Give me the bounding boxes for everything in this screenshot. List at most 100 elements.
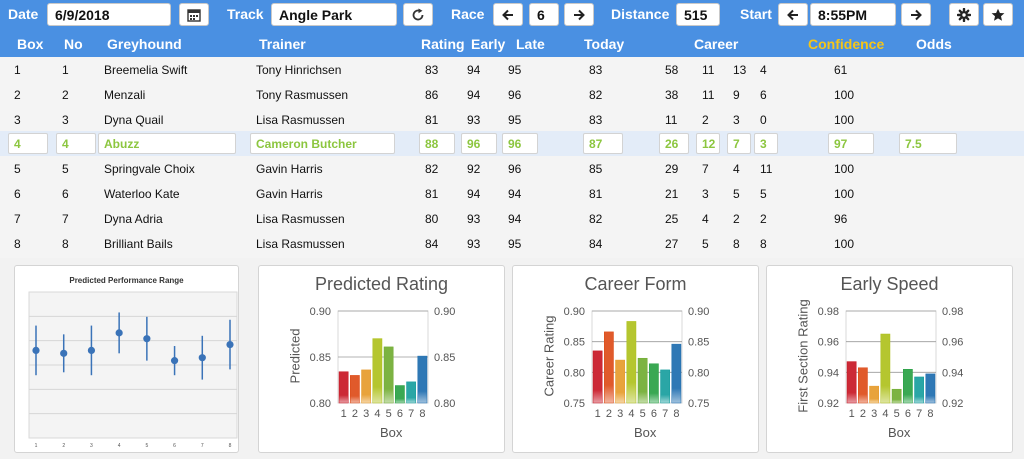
- start-label: Start: [740, 6, 772, 22]
- cell-early: 94: [467, 87, 481, 102]
- cell-no: 8: [62, 236, 69, 251]
- start-next-button[interactable]: [901, 3, 931, 26]
- bar: [880, 333, 891, 404]
- table-row[interactable]: 3 3 Dyna Quail Lisa Rasmussen 81 93 95 83 11 2 3 0 1…: [0, 107, 1024, 132]
- bar: [361, 369, 371, 404]
- cell-rating: 86: [425, 87, 439, 102]
- career-form-chart: 0.75 0.75 0.80 0.80 0.85 0.85 0.90 0.90 1 2 3 4 5 6 7 8: [564, 306, 710, 420]
- favorite-button[interactable]: [983, 3, 1013, 26]
- column-header-greyhound[interactable]: Greyhound: [107, 36, 182, 52]
- column-header-box[interactable]: Box: [17, 36, 44, 52]
- column-header-trainer[interactable]: Trainer: [259, 36, 306, 52]
- cell-career-starts: 29: [665, 162, 679, 177]
- x-tick-label: 3: [871, 408, 877, 420]
- cell-greyhound: Dyna Adria: [104, 211, 163, 226]
- table-row[interactable]: 7 7 Dyna Adria Lisa Rasmussen 80 93 94 82 25 4 2 2 9…: [0, 206, 1024, 231]
- cell-career-seconds[interactable]: 7: [727, 133, 751, 155]
- bar: [372, 338, 383, 404]
- column-header-today[interactable]: Today: [584, 36, 625, 52]
- track-input[interactable]: Angle Park: [271, 3, 397, 26]
- cell-trainer: Tony Hinrichsen: [256, 63, 342, 77]
- cell-confidence: 96: [834, 211, 848, 226]
- x-tick-label: 8: [927, 408, 933, 420]
- calendar-button[interactable]: [179, 3, 209, 26]
- early-speed-panel: Early Speed 0.92 0.92 0.94 0.94 0.96 0.96 0.98…: [766, 265, 1013, 453]
- table-row[interactable]: 5 5 Springvale Choix Gavin Harris 82 92 96 85 29…: [0, 156, 1024, 181]
- settings-button[interactable]: [949, 3, 979, 26]
- cell-career-wins: 5: [702, 236, 709, 251]
- x-tick-label: 3: [363, 408, 369, 420]
- y-tick-label-right: 0.96: [942, 337, 963, 349]
- cell-career-starts: 58: [665, 63, 679, 77]
- cell-box[interactable]: 4: [8, 133, 48, 155]
- table-row[interactable]: 1 1 Breemelia Swift Tony Hinrichsen 83 94 95 83…: [0, 57, 1024, 82]
- career-form-ylabel: Career Rating: [541, 315, 557, 397]
- table-row[interactable]: 8 8 Brilliant Bails Lisa Rasmussen 84 93 95 84 2…: [0, 231, 1024, 256]
- cell-no: 7: [62, 211, 69, 226]
- y-tick-label-right: 0.85: [434, 352, 455, 364]
- date-input[interactable]: 6/9/2018: [47, 3, 171, 26]
- performance-range-chart: 1 2 3 4 5 6 7 8: [28, 291, 238, 449]
- cell-career-thirds: 11: [760, 162, 773, 177]
- cell-today[interactable]: 87: [583, 133, 623, 155]
- refresh-button[interactable]: [403, 3, 433, 26]
- y-tick-label: 0.90: [564, 306, 585, 318]
- column-header-rating[interactable]: Rating: [421, 36, 465, 52]
- column-header-odds[interactable]: Odds: [916, 36, 952, 52]
- start-prev-button[interactable]: [778, 3, 808, 26]
- cell-rating: 84: [425, 236, 439, 251]
- cell-career-starts[interactable]: 26: [659, 133, 689, 155]
- start-time-input[interactable]: 8:55PM: [810, 3, 896, 26]
- cell-trainer[interactable]: Cameron Butcher: [250, 133, 395, 155]
- y-tick-label: 0.92: [818, 398, 839, 410]
- cell-box: 8: [14, 236, 21, 251]
- cell-early[interactable]: 96: [461, 133, 497, 155]
- cell-confidence[interactable]: 97: [828, 133, 874, 155]
- cell-career-wins[interactable]: 12: [696, 133, 720, 155]
- cell-career-thirds[interactable]: 3: [754, 133, 778, 155]
- cell-rating: 83: [425, 63, 439, 77]
- table-row[interactable]: 6 6 Waterloo Kate Gavin Harris 81 94 94 81 21 3 5 5…: [0, 181, 1024, 206]
- race-next-button[interactable]: [564, 3, 594, 26]
- table-row-selected[interactable]: 4 4 Abuzz Cameron Butcher 88 96 96 87 26 12 7 3 97 7.…: [0, 131, 1024, 157]
- cell-today: 83: [589, 63, 603, 77]
- distance-input[interactable]: 515: [676, 3, 720, 26]
- column-header-no[interactable]: No: [64, 36, 83, 52]
- cell-no[interactable]: 4: [56, 133, 96, 155]
- career-form-panel: Career Form 0.75 0.75 0.80 0.80 0.85 0.85 0.90…: [512, 265, 759, 453]
- cell-rating: 82: [425, 162, 439, 177]
- bar: [350, 375, 360, 404]
- cell-today: 85: [589, 162, 603, 177]
- column-header-confidence[interactable]: Confidence: [808, 36, 885, 52]
- cell-career-seconds: 13: [733, 63, 747, 77]
- cell-trainer: Lisa Rasmussen: [256, 112, 345, 127]
- y-tick-label: 0.75: [564, 398, 585, 410]
- predicted-rating-ylabel: Predicted: [287, 328, 303, 384]
- cell-trainer: Gavin Harris: [256, 162, 323, 177]
- cell-late: 94: [508, 211, 522, 226]
- data-point: [226, 340, 234, 349]
- bar: [615, 359, 625, 404]
- cell-career-thirds: 4: [760, 63, 767, 77]
- cell-career-seconds: 8: [733, 236, 740, 251]
- race-input[interactable]: 6: [529, 3, 559, 26]
- cell-greyhound[interactable]: Abuzz: [98, 133, 236, 155]
- arrow-right-icon: [574, 9, 585, 21]
- bar: [914, 376, 924, 404]
- race-prev-button[interactable]: [493, 3, 523, 26]
- column-header-late[interactable]: Late: [516, 36, 545, 52]
- track-label: Track: [227, 6, 264, 22]
- x-tick-label: 2: [352, 408, 358, 420]
- column-header-early[interactable]: Early: [471, 36, 506, 52]
- column-header-career[interactable]: Career: [694, 36, 739, 52]
- cell-career-wins: 7: [702, 162, 709, 177]
- y-tick-label: 0.98: [818, 306, 839, 318]
- cell-rating[interactable]: 88: [419, 133, 455, 155]
- x-tick-label: 4: [882, 408, 888, 420]
- cell-career-thirds: 2: [760, 211, 767, 226]
- cell-career-starts: 38: [665, 87, 679, 102]
- toolbar: Date 6/9/2018 Track Angle Park Race 6 Di…: [0, 0, 1024, 30]
- cell-late[interactable]: 96: [502, 133, 538, 155]
- table-row[interactable]: 2 2 Menzali Tony Rasmussen 86 94 96 82 38 11 9 6 100: [0, 82, 1024, 107]
- cell-odds[interactable]: 7.5: [899, 133, 957, 155]
